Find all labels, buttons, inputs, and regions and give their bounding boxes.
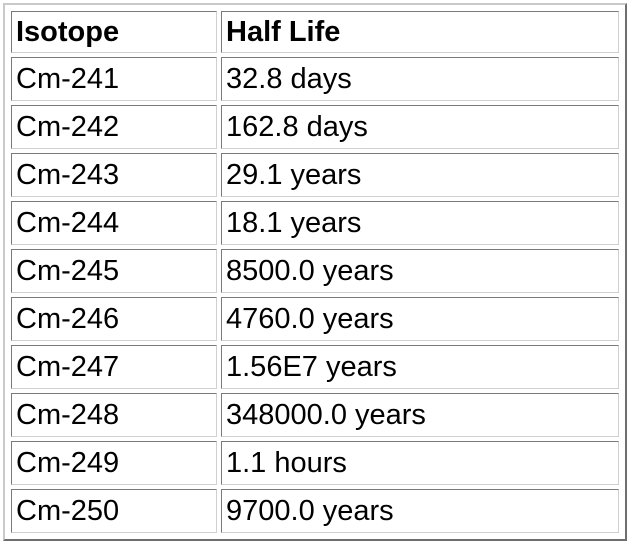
isotope-cell: Cm-249 — [11, 441, 217, 485]
half-life-cell: 9700.0 years — [221, 489, 619, 533]
isotope-cell: Cm-241 — [11, 57, 217, 101]
table-row: Cm-244 18.1 years — [11, 201, 619, 245]
table-row: Cm-248 348000.0 years — [11, 393, 619, 437]
isotope-cell: Cm-245 — [11, 249, 217, 293]
table-header-row: Isotope Half Life — [11, 11, 619, 53]
half-life-cell: 29.1 years — [221, 153, 619, 197]
isotope-cell: Cm-250 — [11, 489, 217, 533]
isotope-cell: Cm-244 — [11, 201, 217, 245]
half-life-cell: 4760.0 years — [221, 297, 619, 341]
table-row: Cm-250 9700.0 years — [11, 489, 619, 533]
half-life-cell: 32.8 days — [221, 57, 619, 101]
isotope-cell: Cm-248 — [11, 393, 217, 437]
isotope-cell: Cm-243 — [11, 153, 217, 197]
half-life-cell: 162.8 days — [221, 105, 619, 149]
isotope-half-life-table: Isotope Half Life Cm-241 32.8 days Cm-24… — [7, 7, 623, 537]
isotope-cell: Cm-242 — [11, 105, 217, 149]
half-life-cell: 18.1 years — [221, 201, 619, 245]
isotope-cell: Cm-247 — [11, 345, 217, 389]
table-row: Cm-249 1.1 hours — [11, 441, 619, 485]
half-life-cell: 1.56E7 years — [221, 345, 619, 389]
isotope-column-header: Isotope — [11, 11, 217, 53]
table-row: Cm-247 1.56E7 years — [11, 345, 619, 389]
table-row: Cm-246 4760.0 years — [11, 297, 619, 341]
table-row: Cm-245 8500.0 years — [11, 249, 619, 293]
table-row: Cm-243 29.1 years — [11, 153, 619, 197]
half-life-column-header: Half Life — [221, 11, 619, 53]
isotope-cell: Cm-246 — [11, 297, 217, 341]
table-row: Cm-242 162.8 days — [11, 105, 619, 149]
half-life-cell: 348000.0 years — [221, 393, 619, 437]
table-row: Cm-241 32.8 days — [11, 57, 619, 101]
half-life-cell: 8500.0 years — [221, 249, 619, 293]
isotope-table-frame: Isotope Half Life Cm-241 32.8 days Cm-24… — [3, 3, 627, 541]
half-life-cell: 1.1 hours — [221, 441, 619, 485]
